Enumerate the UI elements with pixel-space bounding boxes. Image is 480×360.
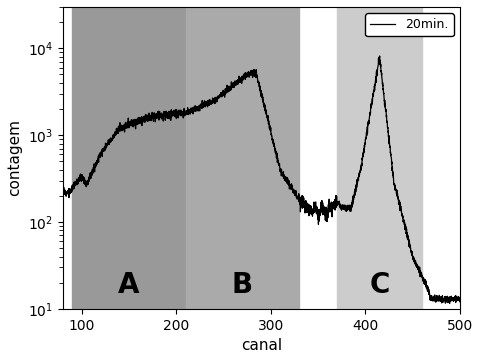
Text: A: A bbox=[118, 271, 140, 299]
20min. bbox=[447, 301, 453, 306]
X-axis label: canal: canal bbox=[240, 338, 282, 353]
20min. bbox=[60, 189, 65, 194]
Legend: 20min.: 20min. bbox=[365, 13, 454, 36]
Y-axis label: contagem: contagem bbox=[7, 120, 22, 196]
Bar bbox=[186, 7, 299, 309]
20min. bbox=[229, 85, 235, 89]
Text: B: B bbox=[232, 271, 253, 299]
20min. bbox=[129, 117, 134, 122]
20min. bbox=[212, 102, 218, 106]
Line: 20min.: 20min. bbox=[62, 56, 460, 303]
20min. bbox=[407, 240, 412, 244]
20min. bbox=[377, 54, 383, 58]
Bar bbox=[337, 7, 422, 309]
20min. bbox=[105, 141, 111, 146]
Text: C: C bbox=[369, 271, 390, 299]
20min. bbox=[457, 296, 463, 300]
Bar bbox=[72, 7, 186, 309]
20min. bbox=[449, 297, 455, 302]
